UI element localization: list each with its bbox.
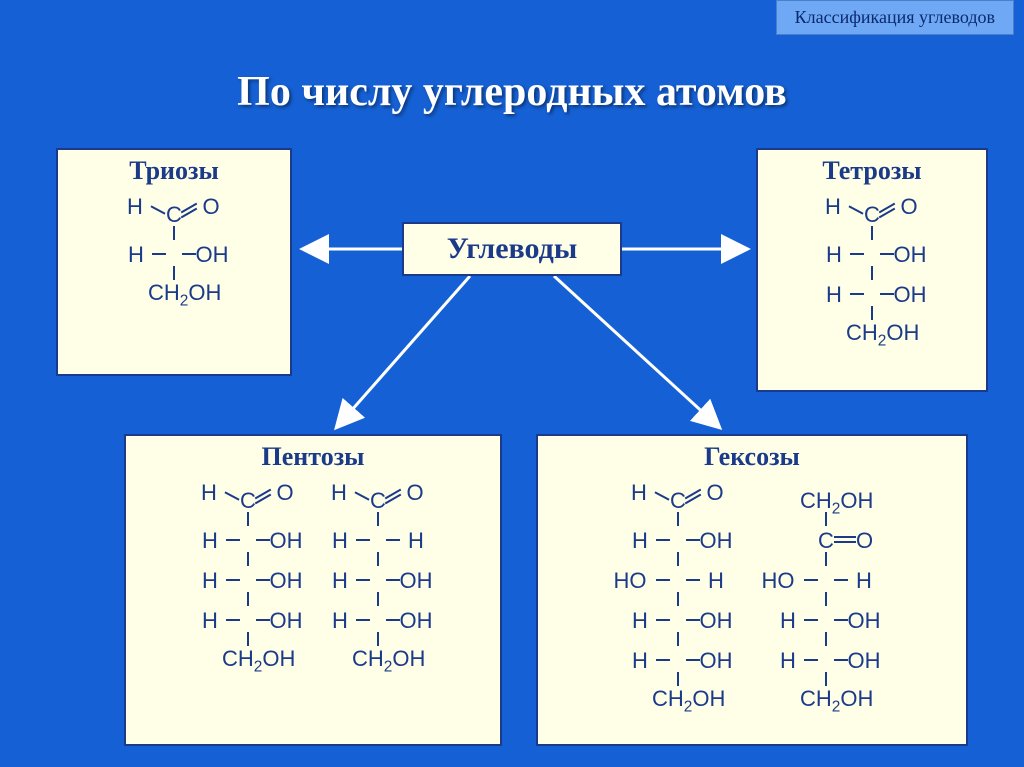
chem-tetrose: HCO HOH HOH CH2OH xyxy=(852,194,892,346)
box-tetrose: Тетрозы HCO HOH HOH CH2OH xyxy=(756,148,988,392)
box-title-pentose: Пентозы xyxy=(130,442,496,472)
box-triose: Триозы HCO HOH CH2OH xyxy=(56,148,292,376)
chem-triose: HCO HOH CH2OH xyxy=(154,194,194,306)
page-title: По числу углеродных атомов xyxy=(0,68,1024,116)
box-pentose: Пентозы HCO HOH HOH HOH CH2OH HCO HH HOH… xyxy=(124,434,502,746)
box-title-hexose: Гексозы xyxy=(542,442,962,472)
chem-pentose-1: HCO HOH HOH HOH CH2OH xyxy=(228,480,268,672)
center-node: Углеводы xyxy=(402,222,622,276)
chem-hexose-1: HCO HOH HOH HOH HOH CH2OH xyxy=(658,480,698,712)
box-hexose: Гексозы HCO HOH HOH HOH HOH CH2OH CH2OH … xyxy=(536,434,968,746)
box-title-triose: Триозы xyxy=(62,156,286,186)
breadcrumb: Классификация углеводов xyxy=(776,0,1014,35)
chem-pentose-2: HCO HH HOH HOH CH2OH xyxy=(358,480,398,672)
chem-hexose-2: CH2OH CO HOH HOH HOH CH2OH xyxy=(806,480,846,712)
box-title-tetrose: Тетрозы xyxy=(762,156,982,186)
